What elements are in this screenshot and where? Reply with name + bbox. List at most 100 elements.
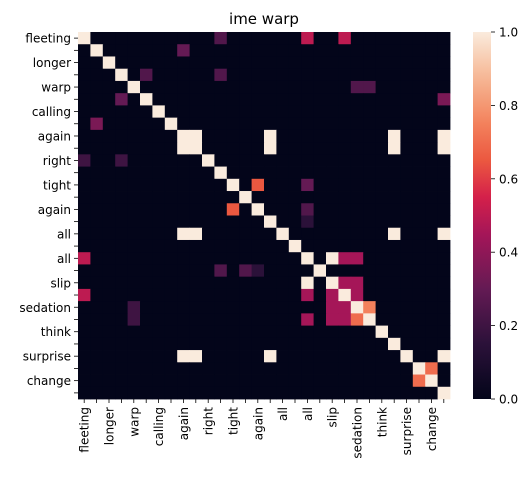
heatmap-cell	[152, 93, 166, 106]
heatmap-cell	[226, 166, 240, 180]
heatmap-cell	[202, 301, 215, 314]
heatmap-cell	[363, 32, 376, 45]
heatmap-cell	[363, 215, 376, 229]
heatmap-cell	[226, 350, 240, 363]
heatmap-cell	[301, 374, 314, 388]
heatmap-cell	[152, 80, 166, 94]
heatmap-cell	[115, 362, 128, 375]
colorbar: 0.0 0.2 0.4 0.6 0.8 1.0	[473, 26, 518, 407]
heatmap-cell	[226, 93, 240, 106]
heatmap-cell	[363, 301, 376, 314]
heatmap-cell	[202, 239, 215, 253]
heatmap-cell	[152, 264, 166, 278]
heatmap-cell	[326, 203, 339, 216]
heatmap-cell	[425, 178, 438, 192]
heatmap-cell	[350, 44, 364, 57]
heatmap-cell	[400, 264, 414, 278]
heatmap-cell	[189, 288, 203, 302]
heatmap-cell	[152, 129, 166, 143]
heatmap-cell	[350, 288, 364, 302]
heatmap-cell	[301, 239, 314, 253]
heatmap-cell	[127, 93, 141, 106]
heatmap-cell	[288, 154, 302, 167]
heatmap-cell	[288, 117, 302, 131]
heatmap-cell	[301, 191, 314, 204]
heatmap-cell	[140, 191, 153, 204]
heatmap-cell	[102, 325, 116, 339]
heatmap-cell	[127, 252, 141, 265]
heatmap-cell	[115, 32, 128, 45]
heatmap-cell	[264, 105, 277, 119]
heatmap-cell	[288, 313, 302, 326]
heatmap-cell	[115, 166, 128, 180]
heatmap-cell	[140, 386, 153, 400]
heatmap-cell	[214, 362, 228, 375]
heatmap-cell	[226, 374, 240, 388]
heatmap-cell	[90, 203, 104, 216]
heatmap-cell	[326, 32, 339, 45]
heatmap-cell	[202, 32, 215, 45]
heatmap-cell	[189, 313, 203, 326]
heatmap-cell	[90, 264, 104, 278]
heatmap-cell	[102, 313, 116, 326]
heatmap-cell	[127, 203, 141, 216]
heatmap-cell	[251, 350, 265, 363]
heatmap-cell	[437, 386, 451, 400]
heatmap-cell	[375, 166, 389, 180]
heatmap-cell	[288, 44, 302, 57]
heatmap-cell	[214, 252, 228, 265]
heatmap-cell	[127, 301, 141, 314]
heatmap-cell	[276, 374, 290, 388]
heatmap-cell	[226, 80, 240, 94]
heatmap-cell	[152, 117, 166, 131]
heatmap-cell	[164, 44, 178, 57]
heatmap-cell	[276, 362, 290, 375]
colorbar-tick-label: 0.0	[499, 393, 518, 407]
heatmap-cell	[164, 313, 178, 326]
heatmap-cell	[115, 44, 128, 57]
heatmap-cell	[350, 215, 364, 229]
heatmap-cell	[301, 276, 314, 290]
heatmap-cell	[226, 142, 240, 155]
heatmap-cell	[288, 374, 302, 388]
heatmap-cell	[127, 129, 141, 143]
heatmap-cell	[437, 191, 451, 204]
heatmap-cell	[338, 227, 352, 241]
heatmap-cell	[313, 350, 327, 363]
heatmap-cell	[326, 325, 339, 339]
heatmap-cell	[127, 374, 141, 388]
heatmap-cell	[350, 386, 364, 400]
heatmap-cell	[264, 325, 277, 339]
heatmap-cell	[214, 32, 228, 45]
heatmap-cell	[78, 129, 91, 143]
heatmap-cell	[388, 80, 401, 94]
heatmap-cell	[412, 227, 426, 241]
heatmap-cell	[177, 203, 190, 216]
heatmap-cell	[326, 178, 339, 192]
heatmap-cell	[400, 154, 414, 167]
heatmap-cell	[164, 374, 178, 388]
heatmap-cell	[363, 105, 376, 119]
heatmap-cell	[239, 178, 252, 192]
x-tick-label: change	[425, 407, 439, 451]
heatmap-cell	[214, 129, 228, 143]
heatmap-cell	[276, 276, 290, 290]
heatmap-cell	[276, 178, 290, 192]
heatmap-cell	[164, 56, 178, 70]
y-tick-label: calling	[32, 105, 71, 119]
heatmap-cell	[177, 56, 190, 70]
heatmap-cell	[363, 117, 376, 131]
heatmap-cell	[326, 386, 339, 400]
heatmap-cell	[115, 56, 128, 70]
heatmap-cell	[338, 264, 352, 278]
heatmap-cell	[338, 154, 352, 167]
heatmap-cell	[90, 374, 104, 388]
heatmap-cell	[400, 166, 414, 180]
heatmap-cell	[214, 191, 228, 204]
heatmap-cell	[90, 166, 104, 180]
heatmap-cell	[338, 191, 352, 204]
heatmap-cell	[437, 154, 451, 167]
heatmap-cell	[214, 80, 228, 94]
heatmap-cell	[276, 93, 290, 106]
heatmap-cell	[226, 56, 240, 70]
